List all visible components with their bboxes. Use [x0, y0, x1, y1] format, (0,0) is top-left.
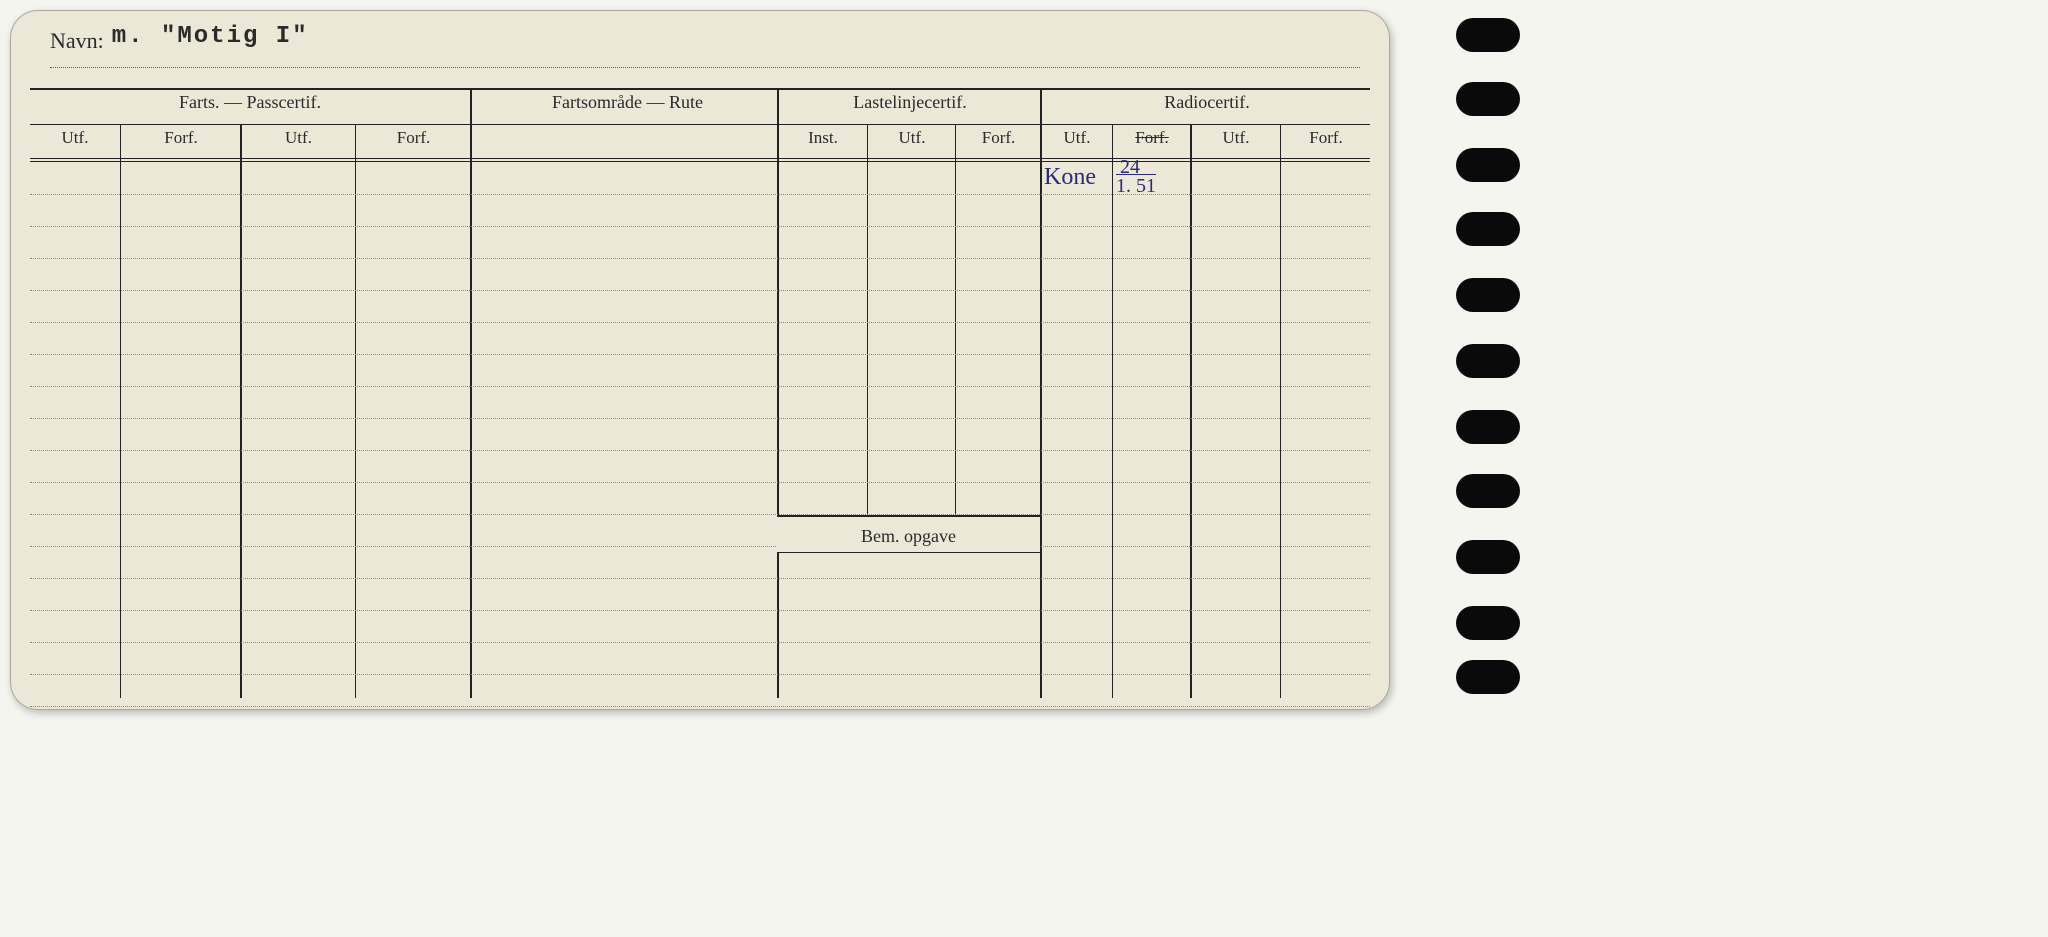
rule-under-groups [30, 124, 1370, 125]
top-rule [30, 88, 1370, 90]
sub-forf-1: Forf. [122, 128, 240, 148]
sub-forf-2: Forf. [357, 128, 470, 148]
sub-forf-struck: Forf. [1114, 128, 1190, 148]
dotted-row [30, 578, 1370, 579]
rule-under-sub-a [30, 158, 1370, 159]
dotted-row [30, 258, 1370, 259]
hdr-farts-passcertif: Farts. — Passcertif. [30, 92, 470, 113]
group-header-row: Farts. — Passcertif. Fartsområde — Rute … [30, 92, 1370, 122]
binder-hole [1456, 540, 1520, 574]
dotted-row [30, 194, 1370, 195]
dotted-row [30, 482, 1370, 483]
sub-inst: Inst. [779, 128, 867, 148]
dotted-row [30, 226, 1370, 227]
binder-hole [1456, 278, 1520, 312]
sub-forf-5: Forf. [1282, 128, 1370, 148]
sub-utf-3: Utf. [869, 128, 955, 148]
binder-hole [1456, 82, 1520, 116]
binder-hole [1456, 410, 1520, 444]
sub-utf-2: Utf. [242, 128, 355, 148]
dotted-row [30, 546, 1370, 547]
dotted-row [30, 290, 1370, 291]
sub-utf-1: Utf. [30, 128, 120, 148]
handwritten-date-bot: 1. 51 [1116, 174, 1156, 198]
binder-holes [1400, 0, 1520, 700]
dotted-row [30, 514, 1370, 515]
dotted-row [30, 642, 1370, 643]
dotted-row [30, 706, 1370, 707]
sub-utf-4: Utf. [1042, 128, 1112, 148]
dotted-row [30, 322, 1370, 323]
dotted-row [30, 418, 1370, 419]
sub-utf-5: Utf. [1192, 128, 1280, 148]
dotted-row [30, 610, 1370, 611]
hdr-fartsomrade: Fartsområde — Rute [475, 92, 780, 113]
bem-opgave-header: Bem. opgave [777, 515, 1040, 553]
dotted-row [30, 674, 1370, 675]
handwritten-kone: Kone [1044, 164, 1096, 191]
navn-row: Navn: m. "Motig I" [50, 28, 1360, 68]
navn-label: Navn: [50, 28, 104, 54]
body-rows [30, 162, 1370, 696]
dotted-row [30, 354, 1370, 355]
binder-hole [1456, 148, 1520, 182]
binder-hole [1456, 606, 1520, 640]
binder-hole [1456, 344, 1520, 378]
index-card: Navn: m. "Motig I" Farts. — Passcertif. … [10, 10, 1390, 710]
sub-forf-3: Forf. [957, 128, 1040, 148]
binder-hole [1456, 474, 1520, 508]
navn-value: m. "Motig I" [112, 23, 309, 50]
sub-header-row: Utf. Forf. Utf. Forf. Inst. Utf. Forf. U… [30, 128, 1370, 158]
dotted-row [30, 450, 1370, 451]
dotted-row [30, 386, 1370, 387]
hdr-radiocertif: Radiocertif. [1042, 92, 1372, 113]
binder-hole [1456, 212, 1520, 246]
binder-hole [1456, 18, 1520, 52]
binder-hole [1456, 660, 1520, 694]
hdr-lastelinjecertif: Lastelinjecertif. [780, 92, 1040, 113]
